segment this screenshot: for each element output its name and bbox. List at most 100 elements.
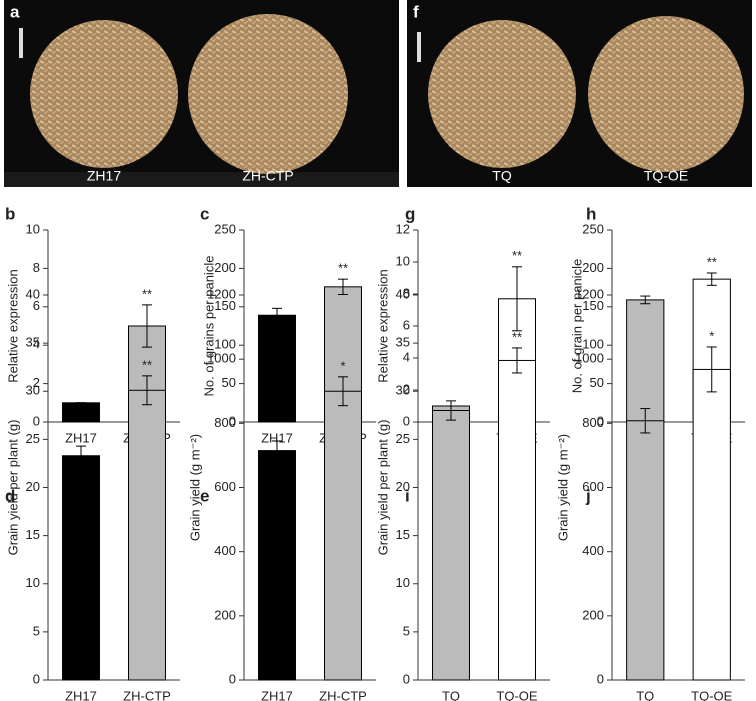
y-tick-label: 10: [396, 575, 410, 590]
x-tick-label: ZH-CTP: [123, 688, 171, 701]
y-tick-label: 6: [33, 298, 40, 313]
error-bar: [512, 347, 522, 374]
y-tick-label: 800: [214, 415, 236, 430]
y-tick-label: 600: [214, 479, 236, 494]
y-tick-label: 8: [403, 285, 410, 300]
bar: [626, 299, 665, 423]
bar: [626, 420, 665, 681]
y-tick-label: 50: [590, 375, 604, 390]
panel-letter: b: [5, 204, 15, 223]
y-tick-label: 50: [222, 375, 236, 390]
x-tick-label: ZH17: [261, 688, 293, 701]
panel-letter: f: [413, 2, 419, 21]
x-tick-label: TQ-OE: [691, 688, 732, 701]
error-bar: [272, 307, 282, 323]
panel-letter: g: [405, 204, 415, 223]
panel-letter: h: [586, 204, 596, 223]
y-tick-label: 150: [214, 298, 236, 313]
y-tick-label: 4: [403, 349, 410, 364]
y-axis-label: Grain yield (g m⁻²): [187, 434, 202, 541]
significance: **: [142, 357, 152, 372]
y-tick-label: 20: [396, 479, 410, 494]
error-bar: [706, 272, 717, 286]
bar: [432, 410, 470, 681]
error-bar: [142, 304, 152, 348]
x-tick-label: ZH17: [65, 688, 97, 701]
y-tick-label: 6: [403, 317, 410, 332]
error-bar: [338, 376, 348, 407]
error-bar: [640, 408, 651, 434]
y-tick-label: 15: [26, 527, 40, 542]
grain-pile: [30, 20, 178, 168]
panel-letter: j: [585, 486, 591, 505]
photo-label: ZH-CTP: [242, 168, 293, 184]
y-tick-label: 0: [33, 413, 40, 428]
y-axis-label: Grain yield per plant (g): [375, 420, 390, 556]
panel-letter: d: [5, 486, 15, 505]
y-axis-label: No. of grains per panicle: [201, 256, 216, 397]
photo-label: TQ-OE: [644, 168, 688, 184]
y-tick-label: 250: [582, 221, 604, 236]
y-tick-label: 400: [582, 543, 604, 558]
bar: [692, 368, 731, 681]
y-tick-label: 5: [33, 623, 40, 638]
panel-letter: a: [10, 2, 20, 21]
y-tick-label: 25: [26, 431, 40, 446]
y-tick-label: 40: [26, 286, 40, 301]
y-axis-label: Relative expression: [5, 269, 20, 382]
y-tick-label: 0: [33, 671, 40, 686]
significance: **: [338, 261, 348, 276]
y-tick-label: 1200: [207, 286, 236, 301]
error-bar: [512, 266, 522, 332]
y-tick-label: 0: [597, 413, 604, 428]
y-tick-label: 30: [26, 383, 40, 398]
significance: **: [707, 254, 717, 269]
error-bar: [640, 295, 651, 305]
panel-letter: i: [405, 486, 410, 505]
y-tick-label: 35: [396, 335, 410, 350]
y-tick-label: 10: [26, 575, 40, 590]
panel-letter: e: [200, 486, 209, 505]
y-tick-label: 100: [582, 337, 604, 352]
y-tick-label: 600: [582, 479, 604, 494]
x-tick-label: ZH17: [261, 430, 293, 445]
photo-label: TQ: [492, 168, 512, 184]
y-tick-label: 40: [396, 286, 410, 301]
bar: [62, 455, 100, 681]
y-tick-label: 200: [214, 260, 236, 275]
y-tick-label: 200: [214, 607, 236, 622]
y-tick-label: 150: [582, 298, 604, 313]
y-axis-label: No. of grain per panicle: [569, 259, 584, 393]
photo-f: f TQ TQ-OE: [407, 0, 752, 187]
y-tick-label: 2: [403, 381, 410, 396]
bar: [128, 389, 166, 681]
x-tick-label: TQ-OE: [496, 688, 537, 701]
photo-strip: [4, 172, 399, 187]
y-tick-label: 30: [396, 383, 410, 398]
photo-label: ZH17: [87, 168, 121, 184]
error-bar: [142, 375, 152, 406]
y-tick-label: 0: [403, 671, 410, 686]
y-tick-label: 2: [33, 375, 40, 390]
error-bar: [76, 445, 86, 466]
error-bar: [338, 278, 348, 296]
y-tick-label: 200: [582, 260, 604, 275]
x-tick-label: ZH17: [65, 430, 97, 445]
y-tick-label: 4: [33, 337, 40, 352]
significance: **: [512, 329, 522, 344]
y-tick-label: 400: [214, 543, 236, 558]
x-tick-label: ZH-CTP: [319, 688, 367, 701]
significance: **: [142, 286, 152, 301]
panel-letter: c: [200, 204, 209, 223]
y-tick-label: 200: [582, 607, 604, 622]
y-tick-label: 250: [214, 221, 236, 236]
y-axis-label: Relative expression: [375, 269, 390, 382]
y-axis-label: Grain yield (g m⁻²): [555, 434, 570, 541]
bar: [498, 359, 536, 681]
y-axis-label: Grain yield per plant (g): [5, 420, 20, 556]
y-tick-label: 8: [33, 260, 40, 275]
